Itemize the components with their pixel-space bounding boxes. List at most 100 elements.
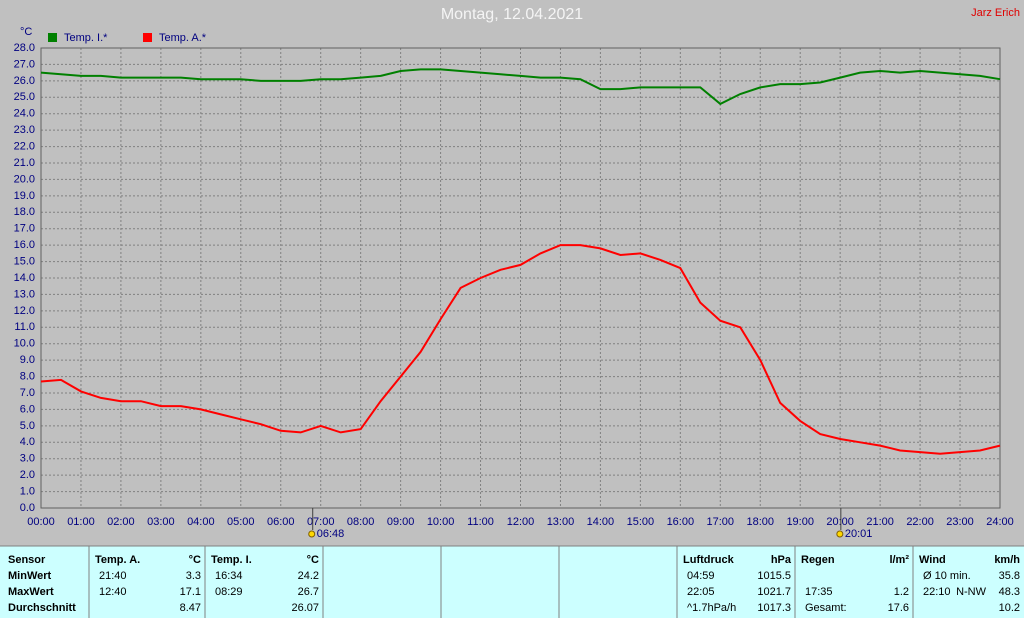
cell-value: 8.47 bbox=[180, 602, 201, 614]
y-tick-label: 27.0 bbox=[14, 58, 35, 70]
cell-label: Ø 10 min. bbox=[923, 570, 971, 582]
cell-label: 17:35 bbox=[805, 586, 833, 598]
column-unit: l/m² bbox=[889, 554, 909, 566]
x-tick-label: 22:00 bbox=[906, 516, 934, 528]
cell-label: N-NW bbox=[956, 586, 987, 598]
y-tick-label: 1.0 bbox=[20, 485, 35, 497]
cell-value: 1.2 bbox=[894, 586, 909, 598]
cell-value: 1021.7 bbox=[757, 586, 791, 598]
x-tick-label: 15:00 bbox=[627, 516, 655, 528]
y-tick-label: 19.0 bbox=[14, 190, 35, 202]
series-line bbox=[40, 244, 1001, 455]
row-label: MaxWert bbox=[8, 586, 54, 598]
y-tick-label: 21.0 bbox=[14, 157, 35, 169]
cell-label: ^1.7hPa/h bbox=[687, 602, 736, 614]
legend-label: Temp. A.* bbox=[159, 32, 207, 44]
x-tick-label: 23:00 bbox=[946, 516, 974, 528]
background bbox=[0, 0, 1024, 546]
y-tick-label: 7.0 bbox=[20, 387, 35, 399]
y-tick-label: 3.0 bbox=[20, 453, 35, 465]
x-tick-label: 18:00 bbox=[746, 516, 774, 528]
sun-icon bbox=[308, 530, 316, 538]
column-unit: hPa bbox=[771, 554, 792, 566]
y-tick-label: 0.0 bbox=[20, 502, 35, 514]
plot-frame bbox=[40, 47, 1001, 509]
column-unit: °C bbox=[189, 554, 201, 566]
x-tick-label: 10:00 bbox=[427, 516, 455, 528]
y-axis-label: °C bbox=[20, 26, 32, 38]
column-title: Wind bbox=[919, 554, 946, 566]
row-label: Durchschnitt bbox=[8, 602, 76, 614]
column-title: Temp. I. bbox=[211, 554, 252, 566]
y-tick-label: 26.0 bbox=[14, 75, 35, 87]
y-tick-label: 8.0 bbox=[20, 370, 35, 382]
y-tick-label: 4.0 bbox=[20, 436, 35, 448]
cell-value: 24.2 bbox=[298, 570, 319, 582]
y-tick-label: 14.0 bbox=[14, 272, 35, 284]
legend-swatch bbox=[143, 33, 152, 42]
cell-value: 26.07 bbox=[291, 602, 319, 614]
x-tick-label: 20:00 bbox=[826, 516, 854, 528]
x-tick-label: 07:00 bbox=[307, 516, 335, 528]
cell-label: 08:29 bbox=[215, 586, 243, 598]
x-tick-label: 12:00 bbox=[507, 516, 535, 528]
cell-label: Gesamt: bbox=[805, 602, 847, 614]
y-tick-label: 17.0 bbox=[14, 223, 35, 235]
y-tick-label: 11.0 bbox=[14, 321, 35, 333]
cell-value: 48.3 bbox=[999, 586, 1020, 598]
row-label: MinWert bbox=[8, 570, 52, 582]
column-title: Regen bbox=[801, 554, 835, 566]
column-unit: km/h bbox=[994, 554, 1020, 566]
y-tick-label: 10.0 bbox=[14, 338, 35, 350]
x-tick-label: 03:00 bbox=[147, 516, 175, 528]
legend-swatch bbox=[48, 33, 57, 42]
x-tick-label: 17:00 bbox=[707, 516, 735, 528]
y-tick-label: 16.0 bbox=[14, 239, 35, 251]
cell-label: 22:05 bbox=[687, 586, 715, 598]
x-tick-label: 05:00 bbox=[227, 516, 255, 528]
column-title: Luftdruck bbox=[683, 554, 735, 566]
cell-value: 35.8 bbox=[999, 570, 1020, 582]
y-tick-label: 20.0 bbox=[14, 173, 35, 185]
x-tick-label: 06:00 bbox=[267, 516, 295, 528]
stats-panel bbox=[0, 546, 1024, 618]
y-tick-label: 2.0 bbox=[20, 469, 35, 481]
y-tick-label: 9.0 bbox=[20, 354, 35, 366]
cell-label: 04:59 bbox=[687, 570, 715, 582]
cell-label: 22:10 bbox=[923, 586, 951, 598]
y-tick-label: 25.0 bbox=[14, 91, 35, 103]
cell-label: 16:34 bbox=[215, 570, 243, 582]
annotation-label: 20:01 bbox=[845, 528, 873, 540]
x-tick-label: 13:00 bbox=[547, 516, 575, 528]
author: Jarz Erich bbox=[971, 7, 1020, 19]
cell-value: 26.7 bbox=[298, 586, 319, 598]
cell-label: 12:40 bbox=[99, 586, 127, 598]
column-title: Temp. A. bbox=[95, 554, 140, 566]
x-tick-label: 14:00 bbox=[587, 516, 615, 528]
y-tick-label: 24.0 bbox=[14, 108, 35, 120]
x-tick-label: 19:00 bbox=[786, 516, 814, 528]
cell-value: 3.3 bbox=[186, 570, 201, 582]
x-tick-label: 21:00 bbox=[866, 516, 894, 528]
x-tick-label: 08:00 bbox=[347, 516, 375, 528]
x-tick-label: 00:00 bbox=[27, 516, 55, 528]
cell-value: 1015.5 bbox=[757, 570, 791, 582]
cell-label: 21:40 bbox=[99, 570, 127, 582]
cell-value: 17.1 bbox=[180, 586, 201, 598]
y-tick-label: 5.0 bbox=[20, 420, 35, 432]
y-tick-label: 13.0 bbox=[14, 288, 35, 300]
y-tick-label: 23.0 bbox=[14, 124, 35, 136]
y-tick-label: 12.0 bbox=[14, 305, 35, 317]
y-tick-label: 15.0 bbox=[14, 255, 35, 267]
legend-label: Temp. I.* bbox=[64, 32, 108, 44]
x-tick-label: 02:00 bbox=[107, 516, 135, 528]
cell-value: 10.2 bbox=[999, 602, 1020, 614]
cell-value: 17.6 bbox=[888, 602, 909, 614]
cell-value: 1017.3 bbox=[757, 602, 791, 614]
chart-title: Montag, 12.04.2021 bbox=[441, 6, 583, 23]
series-line bbox=[40, 68, 1001, 106]
y-tick-label: 22.0 bbox=[14, 140, 35, 152]
x-tick-label: 16:00 bbox=[667, 516, 695, 528]
column-unit: °C bbox=[307, 554, 319, 566]
